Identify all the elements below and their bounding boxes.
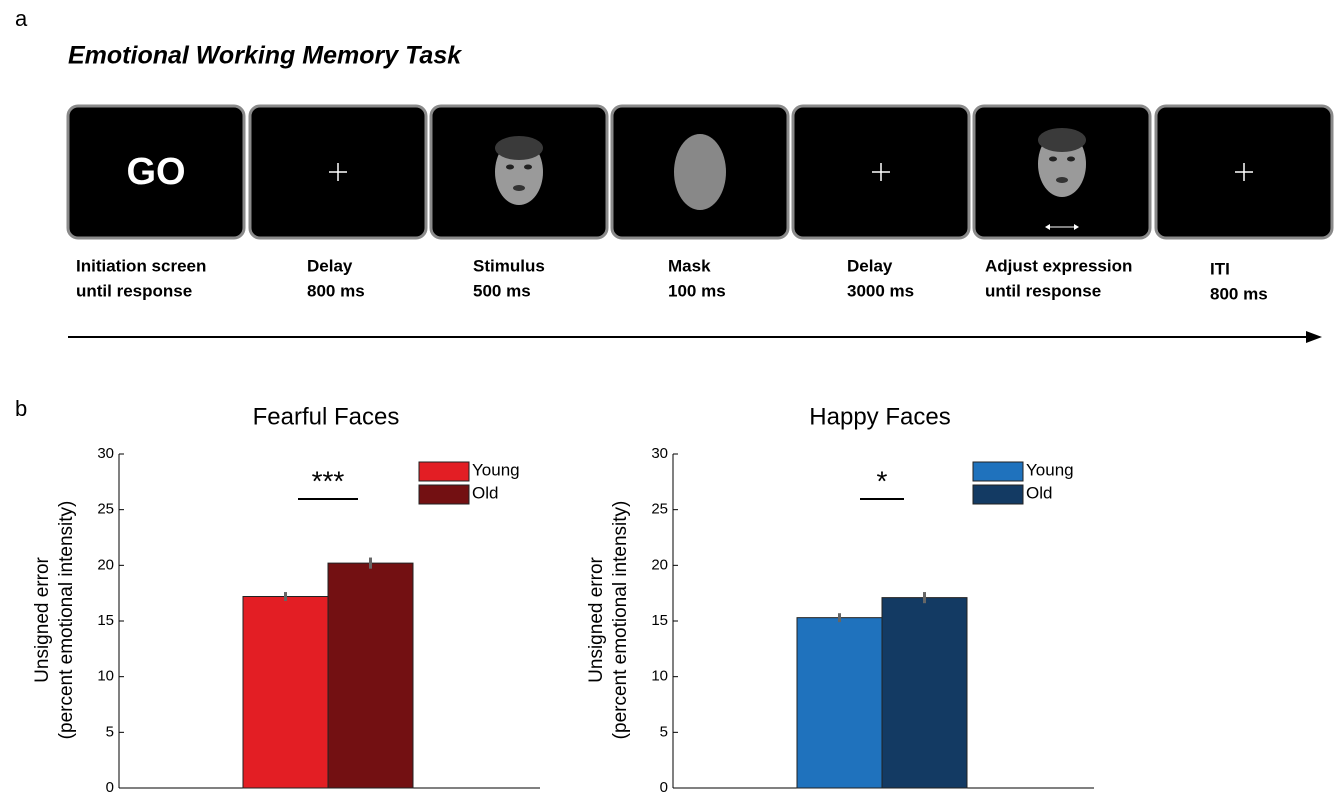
y-tick-label: 25 [651,501,668,518]
eye [506,164,514,170]
y-axis-label: Unsigned error [32,556,53,682]
panel-label: a [15,6,28,31]
step-caption: Stimulus [473,256,545,275]
step-caption: Mask [668,256,711,275]
hair [495,136,543,160]
y-axis-label: (percent emotional intensity) [610,501,631,740]
step-caption: Delay [847,256,893,275]
bar [242,596,329,789]
eye [1067,156,1075,162]
legend-label: Old [472,483,498,502]
y-tick-label: 20 [97,556,114,573]
chart-title: Fearful Faces [253,403,400,430]
step-caption: Delay [307,256,353,275]
legend-swatch [418,461,470,482]
y-tick-label: 5 [106,723,114,740]
step-caption: ITI [1210,259,1230,278]
y-tick-label: 0 [106,779,114,792]
slider-arrow-head [1045,224,1050,230]
step-caption: 100 ms [668,281,726,300]
mask [674,134,726,210]
step-caption: 800 ms [1210,284,1268,303]
y-tick-label: 25 [97,501,114,518]
y-tick-label: 15 [97,612,114,629]
bar [796,617,883,789]
y-tick-label: 20 [651,556,668,573]
screen [66,104,246,240]
step-caption: Initiation screen [76,256,206,275]
step-caption: until response [76,281,192,300]
screen-text: GO [126,151,185,193]
significance: * [877,465,888,496]
step-caption: until response [985,281,1101,300]
step-caption: 800 ms [307,281,365,300]
y-tick-label: 5 [660,723,668,740]
legend-swatch [972,484,1024,505]
eye [1049,156,1057,162]
chart-title: Happy Faces [809,403,950,430]
step-caption: Adjust expression [985,256,1132,275]
significance: *** [312,465,345,496]
y-axis-label: Unsigned error [586,556,607,682]
step-caption: 3000 ms [847,281,914,300]
arrow-head [1306,331,1322,343]
y-axis-label: (percent emotional intensity) [56,501,77,740]
legend-label: Young [1026,460,1074,479]
mouth [1056,177,1068,183]
task-title: Emotional Working Memory Task [68,42,462,70]
y-tick-label: 15 [651,612,668,629]
slider-arrow-head [1074,224,1079,230]
y-tick-label: 30 [97,445,114,462]
mouth [513,185,525,191]
panel-label: b [15,396,27,421]
eye [524,164,532,170]
bar [327,562,414,789]
legend-swatch [418,484,470,505]
y-tick-label: 10 [97,668,114,685]
bar [881,597,968,789]
y-tick-label: 0 [660,779,668,792]
legend-label: Old [1026,483,1052,502]
step-caption: 500 ms [473,281,531,300]
y-tick-label: 30 [651,445,668,462]
hair [1038,128,1086,152]
y-tick-label: 10 [651,668,668,685]
legend-swatch [972,461,1024,482]
legend-label: Young [472,460,520,479]
